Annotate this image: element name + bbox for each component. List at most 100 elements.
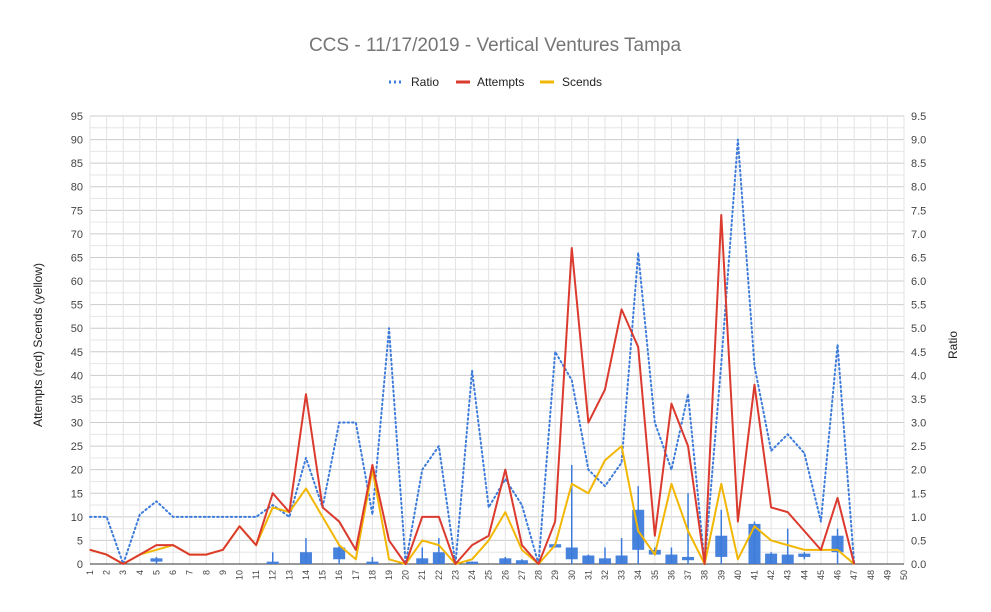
data-point-attempts bbox=[89, 549, 91, 551]
x-tick-label: 44 bbox=[799, 570, 809, 580]
data-point-scends bbox=[570, 483, 573, 485]
data-point-scends bbox=[305, 487, 307, 490]
data-point-ratio bbox=[471, 369, 473, 372]
x-tick-label: 22 bbox=[434, 570, 444, 580]
candle-body bbox=[582, 555, 595, 564]
data-point-attempts bbox=[105, 553, 108, 556]
y-left-tick-label: 10 bbox=[71, 512, 83, 524]
x-tick-label: 8 bbox=[201, 570, 211, 575]
data-point-ratio bbox=[288, 516, 291, 518]
candle-body bbox=[333, 547, 346, 560]
data-point-scends bbox=[620, 445, 623, 447]
data-point-attempts bbox=[853, 563, 855, 565]
candle-body bbox=[515, 560, 528, 564]
y-right-tick-label: 7.5 bbox=[911, 205, 926, 217]
data-point-ratio bbox=[205, 516, 208, 518]
data-point-scends bbox=[321, 516, 324, 518]
x-tick-label: 29 bbox=[550, 570, 560, 580]
data-point-ratio bbox=[637, 251, 640, 254]
data-point-scends bbox=[487, 539, 490, 542]
data-point-ratio bbox=[222, 516, 224, 518]
data-point-scends bbox=[786, 544, 789, 546]
x-tick-label: 18 bbox=[367, 570, 377, 580]
data-point-ratio bbox=[604, 485, 606, 487]
data-point-scends bbox=[155, 549, 158, 551]
data-point-ratio bbox=[670, 468, 673, 471]
y-right-tick-label: 0.5 bbox=[911, 535, 926, 547]
x-tick-label: 24 bbox=[467, 570, 477, 580]
series-lines bbox=[89, 138, 856, 565]
candle-body bbox=[416, 558, 429, 564]
legend-label-scends: Scends bbox=[562, 75, 602, 89]
data-point-ratio bbox=[438, 445, 440, 447]
data-point-attempts bbox=[271, 492, 274, 495]
data-point-ratio bbox=[105, 516, 108, 518]
candle-body bbox=[150, 558, 163, 562]
legend-label-ratio: Ratio bbox=[411, 75, 439, 89]
y-right-tick-label: 5.0 bbox=[911, 323, 926, 335]
x-tick-label: 40 bbox=[733, 570, 743, 580]
data-point-ratio bbox=[521, 504, 523, 506]
data-point-scends bbox=[438, 544, 440, 546]
candle-body bbox=[499, 558, 512, 564]
data-point-ratio bbox=[188, 516, 191, 518]
data-point-scends bbox=[587, 492, 590, 495]
y-axis-left-ticks: 0 5 10 15 20 25 30 35 40 45 50 55 60 65 70 75 80 85 90 95 bbox=[71, 111, 83, 571]
data-point-ratio bbox=[687, 393, 689, 396]
y-left-tick-label: 80 bbox=[71, 182, 83, 194]
data-point-ratio bbox=[786, 433, 789, 436]
data-point-attempts bbox=[238, 525, 241, 528]
y-right-tick-label: 2.5 bbox=[911, 441, 926, 453]
data-point-scends bbox=[737, 558, 739, 561]
data-point-attempts bbox=[521, 544, 523, 546]
candle-body bbox=[299, 552, 312, 564]
data-point-attempts bbox=[687, 445, 689, 447]
data-point-scends bbox=[670, 483, 673, 485]
y-left-tick-label: 55 bbox=[71, 300, 83, 312]
y-right-tick-label: 6.5 bbox=[911, 252, 926, 264]
data-point-ratio bbox=[388, 327, 390, 330]
data-point-scends bbox=[604, 459, 606, 462]
y-left-tick-label: 75 bbox=[71, 205, 83, 217]
x-tick-label: 5 bbox=[151, 570, 161, 575]
data-point-ratio bbox=[770, 450, 772, 452]
y-left-tick-label: 60 bbox=[71, 276, 83, 288]
x-tick-label: 1 bbox=[85, 570, 95, 575]
x-tick-label: 26 bbox=[500, 570, 510, 580]
legend-item-attempts: Attempts bbox=[456, 75, 524, 89]
candle-body bbox=[682, 556, 695, 561]
y-left-tick-label: 65 bbox=[71, 252, 83, 264]
data-point-attempts bbox=[188, 553, 191, 556]
x-tick-label: 3 bbox=[118, 570, 128, 575]
x-tick-label: 36 bbox=[666, 570, 676, 580]
data-point-ratio bbox=[720, 362, 723, 365]
y-right-tick-label: 6.0 bbox=[911, 276, 926, 288]
candle-body bbox=[266, 561, 279, 564]
data-point-ratio bbox=[836, 343, 839, 346]
data-point-attempts bbox=[537, 563, 540, 565]
y-left-tick-label: 25 bbox=[71, 441, 83, 453]
candle-body bbox=[432, 552, 445, 564]
data-point-ratio bbox=[354, 421, 357, 424]
legend-item-ratio: Ratio bbox=[389, 75, 439, 89]
y-left-tick-label: 40 bbox=[71, 370, 83, 382]
data-point-attempts bbox=[654, 534, 656, 537]
data-point-ratio bbox=[338, 421, 340, 424]
data-point-attempts bbox=[388, 539, 390, 542]
y-right-tick-label: 4.0 bbox=[911, 370, 926, 382]
x-tick-label: 30 bbox=[567, 570, 577, 580]
data-point-attempts bbox=[255, 544, 257, 546]
chart-title: CCS - 11/17/2019 - Vertical Ventures Tam… bbox=[309, 35, 682, 56]
x-tick-label: 7 bbox=[185, 570, 195, 575]
data-point-attempts bbox=[438, 516, 440, 518]
x-tick-label: 43 bbox=[783, 570, 793, 580]
candle-body bbox=[366, 561, 379, 564]
data-point-ratio bbox=[654, 421, 656, 424]
data-point-attempts bbox=[354, 549, 357, 551]
data-point-attempts bbox=[172, 544, 174, 546]
x-tick-label: 9 bbox=[218, 570, 228, 575]
data-point-scends bbox=[836, 549, 839, 551]
y-left-tick-label: 70 bbox=[71, 229, 83, 241]
data-point-attempts bbox=[504, 468, 507, 471]
